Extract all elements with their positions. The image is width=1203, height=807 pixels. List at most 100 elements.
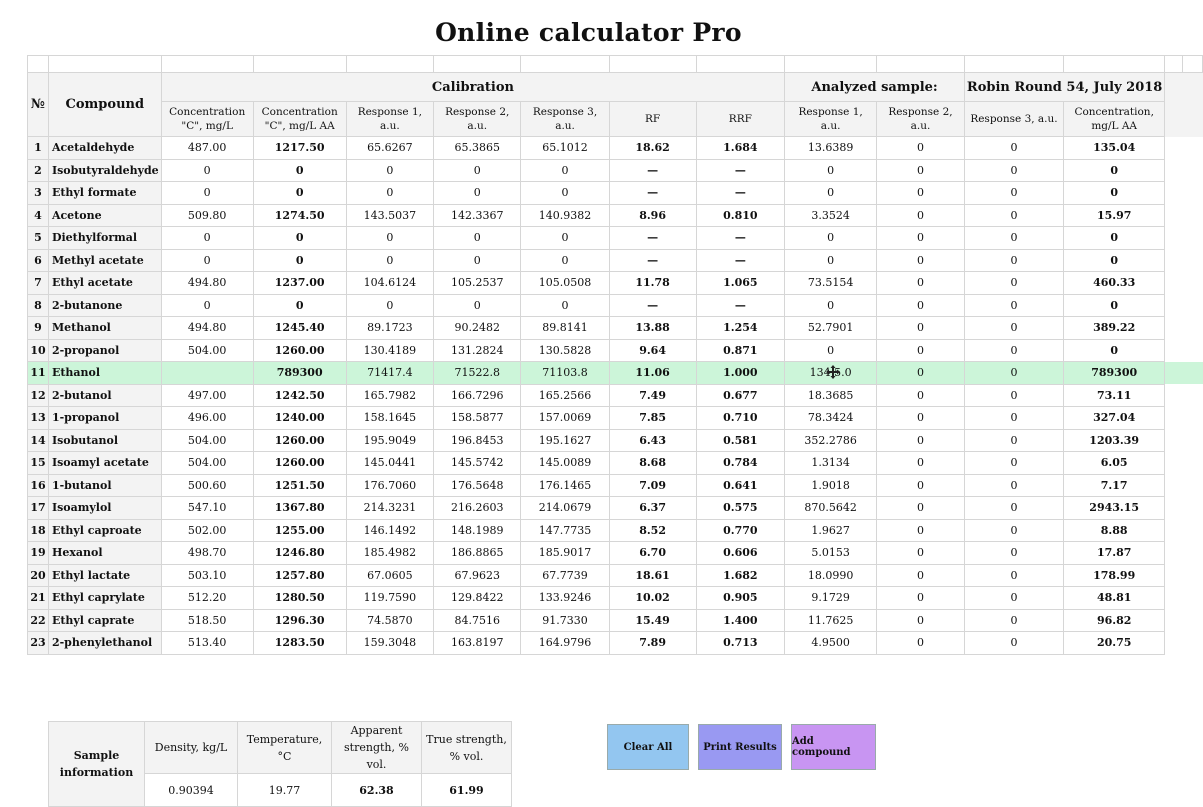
- response-2[interactable]: 0: [433, 158, 522, 182]
- conc-c[interactable]: 494.80: [160, 271, 254, 295]
- sample-response-1[interactable]: 0: [784, 293, 877, 317]
- response-1[interactable]: 74.5870: [345, 608, 435, 632]
- sample-response-3[interactable]: 0: [963, 226, 1065, 250]
- sample-response-3[interactable]: 0: [963, 248, 1065, 272]
- response-1[interactable]: 145.0441: [345, 451, 435, 475]
- sample-response-2[interactable]: 0: [875, 631, 965, 655]
- response-1[interactable]: 159.3048: [345, 631, 435, 655]
- sample-response-1[interactable]: 1.9018: [784, 473, 877, 497]
- response-1[interactable]: 0: [345, 226, 435, 250]
- conc-c[interactable]: 518.50: [160, 608, 254, 632]
- sample-response-3[interactable]: 0: [963, 406, 1065, 430]
- sample-response-3[interactable]: 0: [963, 473, 1065, 497]
- conc-c[interactable]: 512.20: [160, 586, 254, 610]
- response-2[interactable]: 65.3865: [433, 136, 522, 160]
- sample-response-3[interactable]: 0: [963, 518, 1065, 542]
- response-1[interactable]: 71417.4: [345, 361, 435, 385]
- sample-response-2[interactable]: 0: [875, 406, 965, 430]
- conc-c[interactable]: 0: [160, 248, 254, 272]
- sample-response-2[interactable]: 0: [875, 136, 965, 160]
- response-3[interactable]: 145.0089: [520, 451, 610, 475]
- response-3[interactable]: 130.5828: [520, 338, 610, 362]
- sample-response-3[interactable]: 0: [963, 293, 1065, 317]
- print-results-button[interactable]: Print Results: [698, 724, 782, 770]
- response-3[interactable]: 147.7735: [520, 518, 610, 542]
- sample-response-3[interactable]: 0: [963, 158, 1065, 182]
- conc-c[interactable]: 497.00: [160, 383, 254, 407]
- sample-response-1[interactable]: 1.3134: [784, 451, 877, 475]
- response-1[interactable]: 176.7060: [345, 473, 435, 497]
- sample-response-1[interactable]: 73.5154: [784, 271, 877, 295]
- sample-response-3[interactable]: 0: [963, 181, 1065, 205]
- response-1[interactable]: 158.1645: [345, 406, 435, 430]
- response-3[interactable]: 133.9246: [520, 586, 610, 610]
- sample-response-2[interactable]: 0: [875, 586, 965, 610]
- conc-c[interactable]: 0: [160, 293, 254, 317]
- response-3[interactable]: 165.2566: [520, 383, 610, 407]
- response-2[interactable]: 176.5648: [433, 473, 522, 497]
- response-3[interactable]: 0: [520, 293, 610, 317]
- conc-c[interactable]: 513.40: [160, 631, 254, 655]
- sample-response-2[interactable]: 0: [875, 496, 965, 520]
- sample-response-1[interactable]: 870.5642: [784, 496, 877, 520]
- response-1[interactable]: 165.7982: [345, 383, 435, 407]
- sample-response-1[interactable]: 9.1729: [784, 586, 877, 610]
- sample-response-3[interactable]: 0: [963, 608, 1065, 632]
- response-2[interactable]: 142.3367: [433, 203, 522, 227]
- response-3[interactable]: 140.9382: [520, 203, 610, 227]
- sample-response-3[interactable]: 0: [963, 586, 1065, 610]
- response-2[interactable]: 163.8197: [433, 631, 522, 655]
- response-3[interactable]: 214.0679: [520, 496, 610, 520]
- sample-response-3[interactable]: 0: [963, 136, 1065, 160]
- sample-response-3[interactable]: 0: [963, 271, 1065, 295]
- temperature-value[interactable]: 19.77: [237, 773, 332, 807]
- response-1[interactable]: 214.3231: [345, 496, 435, 520]
- sample-response-2[interactable]: 0: [875, 563, 965, 587]
- response-3[interactable]: 71103.8: [520, 361, 610, 385]
- response-3[interactable]: 67.7739: [520, 563, 610, 587]
- sample-response-1[interactable]: 352.2786: [784, 428, 877, 452]
- response-1[interactable]: 65.6267: [345, 136, 435, 160]
- response-2[interactable]: 0: [433, 293, 522, 317]
- response-1[interactable]: 146.1492: [345, 518, 435, 542]
- sample-response-1[interactable]: 3.3524: [784, 203, 877, 227]
- response-1[interactable]: 130.4189: [345, 338, 435, 362]
- sample-response-1[interactable]: 4.9500: [784, 631, 877, 655]
- response-2[interactable]: 186.8865: [433, 541, 522, 565]
- response-2[interactable]: 90.2482: [433, 316, 522, 340]
- conc-c[interactable]: 500.60: [160, 473, 254, 497]
- sample-response-1[interactable]: 78.3424: [784, 406, 877, 430]
- response-2[interactable]: 158.5877: [433, 406, 522, 430]
- response-2[interactable]: 0: [433, 181, 522, 205]
- sample-response-3[interactable]: 0: [963, 563, 1065, 587]
- sample-response-3[interactable]: 0: [963, 428, 1065, 452]
- conc-c[interactable]: 504.00: [160, 338, 254, 362]
- response-2[interactable]: 0: [433, 226, 522, 250]
- conc-c[interactable]: 502.00: [160, 518, 254, 542]
- sample-response-1[interactable]: 5.0153: [784, 541, 877, 565]
- conc-c[interactable]: 504.00: [160, 428, 254, 452]
- conc-c[interactable]: 498.70: [160, 541, 254, 565]
- sample-response-1[interactable]: 1.9627: [784, 518, 877, 542]
- response-2[interactable]: 148.1989: [433, 518, 522, 542]
- sample-response-2[interactable]: 0: [875, 338, 965, 362]
- response-1[interactable]: 185.4982: [345, 541, 435, 565]
- response-2[interactable]: 0: [433, 248, 522, 272]
- response-2[interactable]: 67.9623: [433, 563, 522, 587]
- response-1[interactable]: 143.5037: [345, 203, 435, 227]
- response-3[interactable]: 91.7330: [520, 608, 610, 632]
- conc-c[interactable]: 494.80: [160, 316, 254, 340]
- sample-response-2[interactable]: 0: [875, 248, 965, 272]
- density-value[interactable]: 0.90394: [144, 773, 238, 807]
- sample-response-2[interactable]: 0: [875, 451, 965, 475]
- sample-response-1[interactable]: 0: [784, 158, 877, 182]
- sample-response-1[interactable]: 13.6389: [784, 136, 877, 160]
- response-1[interactable]: 195.9049: [345, 428, 435, 452]
- clear-all-button[interactable]: Clear All: [607, 724, 689, 770]
- sample-response-1[interactable]: 0: [784, 181, 877, 205]
- sample-response-3[interactable]: 0: [963, 361, 1065, 385]
- conc-c[interactable]: 487.00: [160, 136, 254, 160]
- response-2[interactable]: 216.2603: [433, 496, 522, 520]
- response-3[interactable]: 176.1465: [520, 473, 610, 497]
- sample-response-3[interactable]: 0: [963, 451, 1065, 475]
